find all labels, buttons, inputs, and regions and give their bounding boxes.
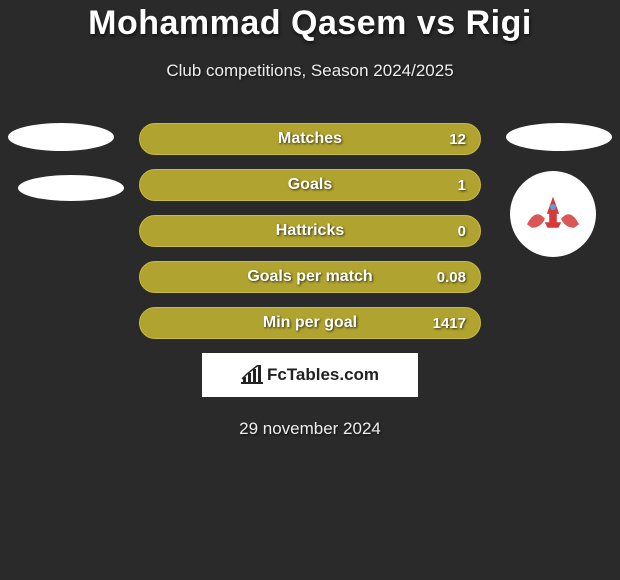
stats-area: Matches 12 Goals 1 Hattricks 0 Goals per… xyxy=(0,123,620,439)
page-title: Mohammad Qasem vs Rigi xyxy=(0,4,620,43)
stat-value: 0 xyxy=(458,223,466,240)
stat-label: Hattricks xyxy=(276,222,344,240)
footer-date: 29 november 2024 xyxy=(0,419,620,439)
stat-label: Goals per match xyxy=(247,268,372,286)
player-badge-right-1 xyxy=(506,123,612,151)
stat-row-min-per-goal: Min per goal 1417 xyxy=(139,307,481,339)
stat-value: 1 xyxy=(458,177,466,194)
brand-box[interactable]: FcTables.com xyxy=(202,353,418,397)
stat-row-goals-per-match: Goals per match 0.08 xyxy=(139,261,481,293)
stat-label: Matches xyxy=(278,130,342,148)
page-container: Mohammad Qasem vs Rigi Club competitions… xyxy=(0,0,620,439)
brand-name: FcTables.com xyxy=(267,365,379,385)
club-badge-right xyxy=(510,171,596,257)
stat-value: 1417 xyxy=(433,315,466,332)
stat-row-hattricks: Hattricks 0 xyxy=(139,215,481,247)
stat-row-matches: Matches 12 xyxy=(139,123,481,155)
stat-label: Goals xyxy=(288,176,332,194)
brand-chart-icon xyxy=(241,365,263,385)
player-badge-left-2 xyxy=(18,175,124,201)
stat-value: 0.08 xyxy=(437,269,466,286)
stat-value: 12 xyxy=(449,131,466,148)
page-subtitle: Club competitions, Season 2024/2025 xyxy=(0,61,620,81)
stat-rows: Matches 12 Goals 1 Hattricks 0 Goals per… xyxy=(139,123,481,339)
stat-label: Min per goal xyxy=(263,314,357,332)
player-badge-left-1 xyxy=(8,123,114,151)
club-logo-icon xyxy=(518,189,588,239)
stat-row-goals: Goals 1 xyxy=(139,169,481,201)
